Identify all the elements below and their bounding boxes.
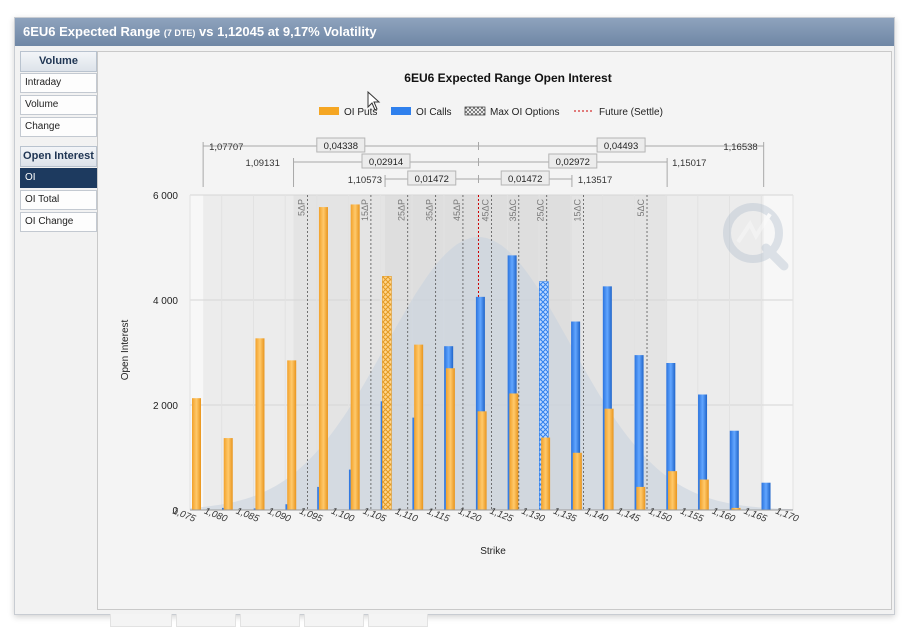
delta-label: 5ΔP bbox=[296, 199, 306, 216]
range-left-width-label: 0,02914 bbox=[369, 157, 403, 168]
bottom-tab[interactable] bbox=[176, 614, 236, 627]
bar-max-oi-puts[interactable] bbox=[382, 276, 392, 511]
bar-puts[interactable] bbox=[192, 398, 201, 510]
bar-puts[interactable] bbox=[604, 408, 614, 510]
bar-calls[interactable] bbox=[571, 321, 581, 510]
bar-puts[interactable] bbox=[509, 393, 519, 510]
x-axis-label: Strike bbox=[480, 546, 506, 557]
range-low-label: 1,10573 bbox=[348, 175, 382, 186]
delta-label: 45ΔP bbox=[452, 199, 462, 221]
y-axis-label: Open Interest bbox=[120, 319, 131, 380]
bar-calls[interactable] bbox=[729, 430, 739, 510]
range-right-width-label: 0,02972 bbox=[556, 157, 590, 168]
bar-calls[interactable] bbox=[475, 296, 485, 510]
sidebar: Volume Intraday Volume Change Open Inter… bbox=[20, 51, 97, 234]
range-width-box bbox=[316, 137, 366, 153]
chart-title: 6EU6 Expected Range Open Interest bbox=[404, 71, 611, 85]
bottom-tab[interactable] bbox=[368, 614, 428, 627]
bar-puts[interactable] bbox=[287, 360, 297, 510]
bar-calls[interactable] bbox=[507, 255, 517, 510]
sidebar-item-change[interactable]: Change bbox=[20, 117, 97, 137]
legend-swatch-puts bbox=[319, 107, 339, 115]
bar-puts[interactable] bbox=[318, 207, 328, 510]
bar-puts[interactable] bbox=[699, 479, 709, 510]
app-window: 6EU6 Expected Range (7 DTE) vs 1,12045 a… bbox=[14, 17, 895, 615]
delta-label: 15ΔP bbox=[360, 199, 370, 221]
chart-legend: OI Puts OI Calls Max OI Options Future (… bbox=[319, 106, 663, 118]
range-left-width-label: 0,01472 bbox=[415, 174, 449, 185]
bar-calls[interactable] bbox=[666, 363, 676, 510]
bar-puts[interactable] bbox=[223, 438, 233, 510]
bar-calls[interactable] bbox=[602, 286, 612, 510]
bar-puts[interactable] bbox=[731, 507, 741, 510]
range-high-label: 1,15017 bbox=[672, 158, 706, 169]
bar-puts[interactable] bbox=[668, 471, 678, 510]
bar-puts[interactable] bbox=[414, 344, 424, 510]
delta-label: 15ΔC bbox=[573, 199, 583, 222]
delta-label: 25ΔP bbox=[397, 199, 407, 221]
bottom-tab[interactable] bbox=[304, 614, 364, 627]
range-width-box bbox=[361, 153, 411, 169]
bar-puts[interactable] bbox=[255, 338, 265, 510]
window-title-bar: 6EU6 Expected Range (7 DTE) vs 1,12045 a… bbox=[15, 18, 894, 46]
expected-range-distribution bbox=[190, 237, 793, 510]
legend-label-max-oi: Max OI Options bbox=[490, 107, 559, 118]
window-title: 6EU6 Expected Range (7 DTE) vs 1,12045 a… bbox=[23, 24, 377, 39]
x-tick-label: 1,170 bbox=[774, 506, 801, 525]
legend-swatch-max-oi bbox=[464, 106, 486, 116]
range-width-box bbox=[407, 170, 457, 186]
sidebar-item-oi-change[interactable]: OI Change bbox=[20, 212, 97, 232]
chart-panel: 6EU6 Expected Range Open Interest OI Put… bbox=[97, 51, 892, 610]
bottom-tab[interactable] bbox=[240, 614, 300, 627]
range-left-width-label: 0,04338 bbox=[324, 141, 358, 152]
bar-calls[interactable] bbox=[761, 482, 771, 510]
bar-puts[interactable] bbox=[636, 486, 646, 510]
range-high-label: 1,16538 bbox=[723, 142, 757, 153]
sidebar-header-volume: Volume bbox=[20, 51, 97, 72]
range-right-width-label: 0,04493 bbox=[604, 141, 638, 152]
bar-puts[interactable] bbox=[350, 204, 360, 510]
legend-swatch-calls bbox=[391, 107, 411, 115]
mouse-cursor-icon bbox=[367, 90, 381, 111]
range-right-width-label: 0,01472 bbox=[508, 174, 542, 185]
range-width-box bbox=[500, 170, 550, 186]
bar-puts[interactable] bbox=[445, 368, 455, 510]
range-width-box bbox=[596, 137, 646, 153]
range-low-label: 1,09131 bbox=[246, 158, 280, 169]
legend-label-calls: OI Calls bbox=[416, 107, 452, 118]
sidebar-header-open-interest: Open Interest bbox=[20, 146, 97, 167]
bar-puts[interactable] bbox=[541, 437, 551, 510]
sidebar-item-oi[interactable]: OI bbox=[20, 168, 97, 188]
delta-label: 45ΔC bbox=[481, 199, 491, 222]
bottom-tab-strip bbox=[110, 614, 470, 627]
delta-label: 25ΔC bbox=[536, 199, 546, 222]
sidebar-item-volume[interactable]: Volume bbox=[20, 95, 97, 115]
y-tick-label: 2 000 bbox=[153, 401, 178, 412]
bottom-tab[interactable] bbox=[110, 614, 172, 627]
range-low-label: 1,07707 bbox=[209, 142, 243, 153]
y-tick-label: 6 000 bbox=[153, 191, 178, 202]
bar-puts[interactable] bbox=[477, 411, 487, 510]
bar-calls[interactable] bbox=[698, 394, 708, 511]
legend-label-future: Future (Settle) bbox=[599, 107, 663, 118]
delta-label: 35ΔC bbox=[508, 199, 518, 222]
sidebar-item-oi-total[interactable]: OI Total bbox=[20, 190, 97, 210]
bar-puts[interactable] bbox=[572, 452, 582, 510]
bar-calls[interactable] bbox=[634, 355, 644, 510]
delta-label: 35ΔP bbox=[425, 199, 435, 221]
range-high-label: 1,13517 bbox=[578, 175, 612, 186]
watermark-logo bbox=[723, 203, 789, 271]
y-tick-label: 4 000 bbox=[153, 296, 178, 307]
legend-label-puts: OI Puts bbox=[344, 107, 377, 118]
range-width-box bbox=[548, 153, 598, 169]
delta-label: 5ΔC bbox=[636, 199, 646, 217]
sidebar-item-intraday[interactable]: Intraday bbox=[20, 73, 97, 93]
oi-chart: 6EU6 Expected Range Open Interest OI Put… bbox=[120, 71, 801, 557]
y-tick-label: 0 bbox=[172, 506, 178, 517]
